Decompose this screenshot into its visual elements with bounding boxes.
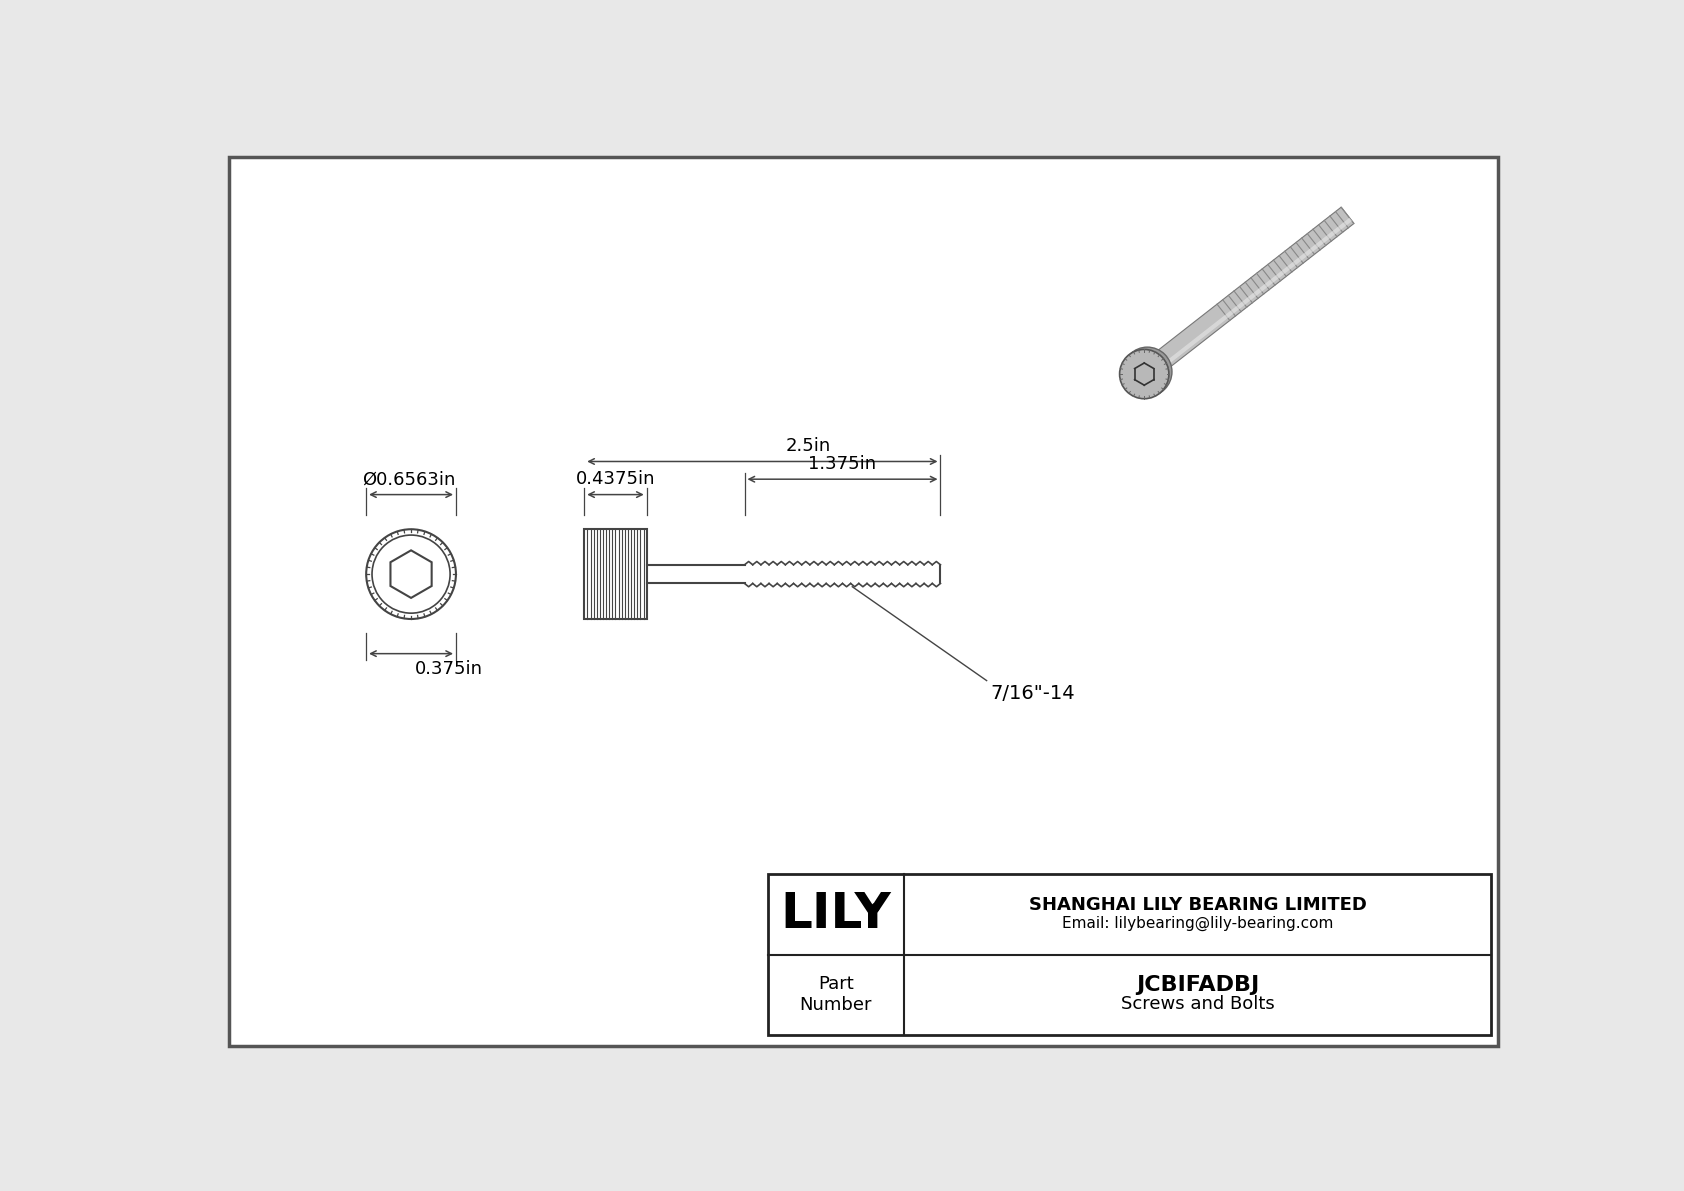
Text: 0.375in: 0.375in [414,660,483,678]
Circle shape [1123,347,1172,397]
Bar [768,874,1492,1035]
Bar [584,529,647,619]
Text: JCBIFADBJ: JCBIFADBJ [1137,975,1260,996]
Text: LILY: LILY [780,891,891,939]
Polygon shape [1148,218,1352,378]
Polygon shape [1142,207,1354,380]
Polygon shape [391,550,431,598]
Text: Ø0.6563in: Ø0.6563in [362,470,456,488]
Text: 0.4375in: 0.4375in [576,470,655,488]
Text: 1.375in: 1.375in [808,455,877,473]
Text: 2.5in: 2.5in [786,437,832,455]
Text: Part
Number: Part Number [800,975,872,1014]
Circle shape [365,529,456,619]
Text: Email: lilybearing@lily-bearing.com: Email: lilybearing@lily-bearing.com [1063,916,1334,931]
Text: Screws and Bolts: Screws and Bolts [1122,994,1275,1012]
Text: ®: ® [867,902,881,915]
Circle shape [1120,349,1169,399]
Text: 7/16"-14: 7/16"-14 [990,685,1074,704]
Circle shape [372,535,450,613]
Text: SHANGHAI LILY BEARING LIMITED: SHANGHAI LILY BEARING LIMITED [1029,896,1366,915]
